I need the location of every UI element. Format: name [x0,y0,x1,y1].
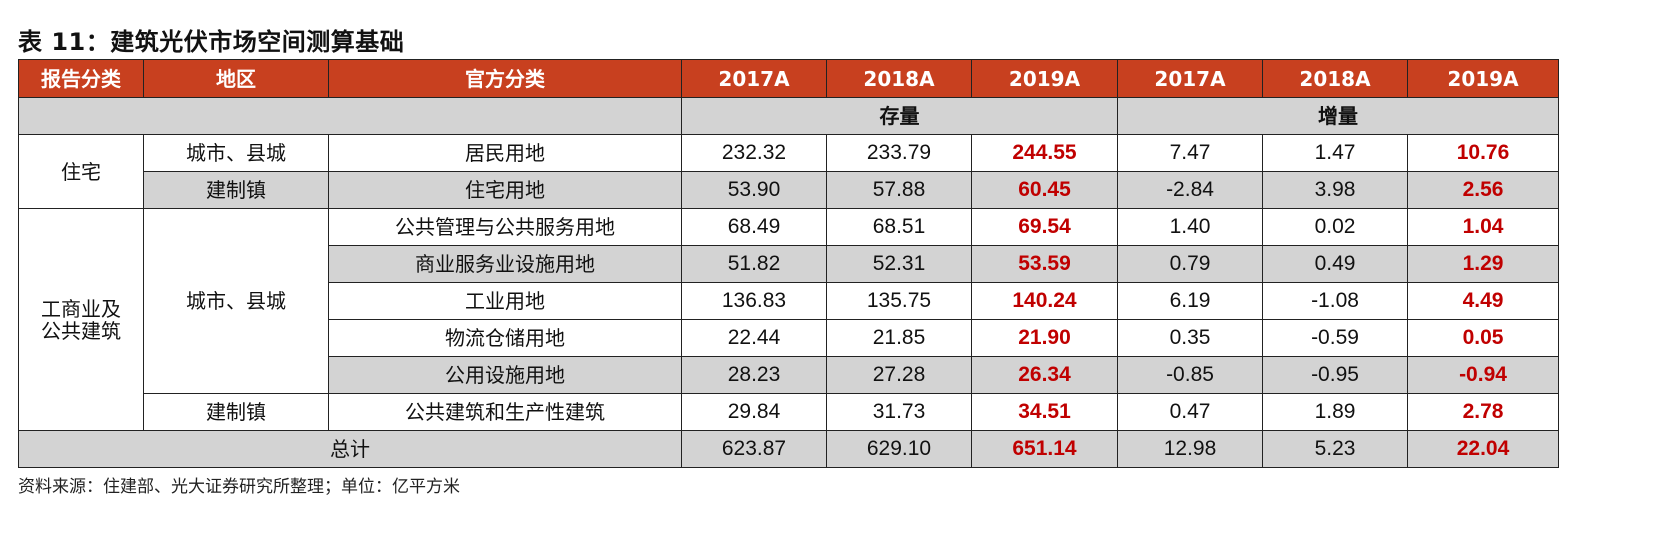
group-label-line-1: 工商业及 [41,296,121,321]
table-row: 住宅 城市、县城 居民用地 232.32 233.79 244.55 7.47 … [18,134,1559,209]
increase-2019-cell: 0.05 [1407,319,1559,357]
column-header-stock-2017: 2017A [681,59,827,98]
increase-2019-cell: 2.56 [1407,171,1559,209]
increase-2017-cell: 0.47 [1117,393,1263,431]
increase-2018-cell: 0.49 [1262,245,1408,283]
subheader-increase: 增量 [1117,97,1559,135]
increase-2019-cell: -0.94 [1407,356,1559,394]
total-stock-2017-cell: 623.87 [681,430,827,468]
category-cell: 工业用地 [328,282,682,320]
stock-2019-cell: 244.55 [971,134,1118,172]
subheader-row: 存量 增量 [18,97,1559,135]
increase-2018-cell: -0.59 [1262,319,1408,357]
table-row: 物流仓储用地 22.44 21.85 21.90 0.35 -0.59 0.05 [19,319,1559,357]
stock-2017-cell: 68.49 [681,208,827,246]
subheader-blank [18,97,682,135]
category-cell: 公用设施用地 [328,356,682,394]
increase-2017-cell: 7.47 [1117,134,1263,172]
table-row: 建制镇 公共建筑和生产性建筑 29.84 31.73 34.51 0.47 1.… [19,393,1559,431]
total-stock-2018-cell: 629.10 [826,430,972,468]
stock-2019-cell: 26.34 [971,356,1118,394]
region-cell: 建制镇 [143,393,329,431]
column-header-report-category: 报告分类 [18,59,144,98]
stock-2018-cell: 21.85 [826,319,972,357]
increase-2019-cell: 2.78 [1407,393,1559,431]
stock-2019-cell: 34.51 [971,393,1118,431]
stock-2019-cell: 69.54 [971,208,1118,246]
increase-2019-cell: 1.04 [1407,208,1559,246]
table-row: 工商业及 公共建筑 城市、县城 公共管理与公共服务用地 68.49 68.51 … [18,208,1559,431]
table-row: 商业服务业设施用地 51.82 52.31 53.59 0.79 0.49 1.… [19,245,1559,283]
stock-2018-cell: 135.75 [826,282,972,320]
stock-2017-cell: 51.82 [681,245,827,283]
total-increase-2019-cell: 22.04 [1407,430,1559,468]
increase-2019-cell: 10.76 [1407,134,1559,172]
category-cell: 物流仓储用地 [328,319,682,357]
increase-2019-cell: 4.49 [1407,282,1559,320]
increase-2018-cell: 1.89 [1262,393,1408,431]
category-cell: 公共管理与公共服务用地 [328,208,682,246]
column-header-stock-2018: 2018A [826,59,972,98]
source-note: 资料来源：住建部、光大证券研究所整理；单位：亿平方米 [18,477,460,497]
group-label-line-2: 公共建筑 [41,318,121,343]
column-header-region: 地区 [143,59,329,98]
increase-2017-cell: 1.40 [1117,208,1263,246]
increase-2017-cell: -0.85 [1117,356,1263,394]
stock-2018-cell: 233.79 [826,134,972,172]
increase-2017-cell: 6.19 [1117,282,1263,320]
group-cell-residential: 住宅 [18,134,144,209]
increase-2018-cell: 1.47 [1262,134,1408,172]
column-header-official-category: 官方分类 [328,59,682,98]
stock-2017-cell: 29.84 [681,393,827,431]
region-cell: 城市、县城 [143,134,329,172]
stock-2017-cell: 22.44 [681,319,827,357]
increase-2017-cell: -2.84 [1117,171,1263,209]
region-cell: 建制镇 [143,171,329,209]
increase-2018-cell: -0.95 [1262,356,1408,394]
stock-2017-cell: 28.23 [681,356,827,394]
column-header-increase-2019: 2019A [1407,59,1559,98]
total-label: 总计 [18,430,682,468]
stock-2017-cell: 53.90 [681,171,827,209]
region-cell: 城市、县城 [143,208,329,394]
category-cell: 住宅用地 [328,171,682,209]
table-row: 工业用地 136.83 135.75 140.24 6.19 -1.08 4.4… [19,282,1559,320]
stock-2019-cell: 21.90 [971,319,1118,357]
stock-2017-cell: 136.83 [681,282,827,320]
header-row: 报告分类 地区 官方分类 2017A 2018A 2019A 2017A 201… [18,59,1559,98]
subheader-stock: 存量 [681,97,1118,135]
column-header-increase-2018: 2018A [1262,59,1408,98]
category-cell: 公共建筑和生产性建筑 [328,393,682,431]
stock-2017-cell: 232.32 [681,134,827,172]
stock-2019-cell: 60.45 [971,171,1118,209]
increase-2017-cell: 0.35 [1117,319,1263,357]
total-row: 总计 623.87 629.10 651.14 12.98 5.23 22.04 [18,430,1559,468]
category-cell: 居民用地 [328,134,682,172]
table-row: 建制镇 住宅用地 53.90 57.88 60.45 -2.84 3.98 2.… [19,171,1559,209]
total-increase-2017-cell: 12.98 [1117,430,1263,468]
stock-2019-cell: 53.59 [971,245,1118,283]
total-increase-2018-cell: 5.23 [1262,430,1408,468]
table-title: 表 11：建筑光伏市场空间测算基础 [18,28,405,56]
stock-2018-cell: 31.73 [826,393,972,431]
increase-2017-cell: 0.79 [1117,245,1263,283]
increase-2018-cell: 0.02 [1262,208,1408,246]
stock-2018-cell: 27.28 [826,356,972,394]
stock-2018-cell: 57.88 [826,171,972,209]
column-header-stock-2019: 2019A [971,59,1118,98]
column-header-increase-2017: 2017A [1117,59,1263,98]
increase-2018-cell: 3.98 [1262,171,1408,209]
data-table: 报告分类 地区 官方分类 2017A 2018A 2019A 2017A 201… [18,59,1559,468]
total-stock-2019-cell: 651.14 [971,430,1118,468]
stock-2019-cell: 140.24 [971,282,1118,320]
group-cell-commercial: 工商业及 公共建筑 [18,208,144,431]
stock-2018-cell: 68.51 [826,208,972,246]
increase-2019-cell: 1.29 [1407,245,1559,283]
stock-2018-cell: 52.31 [826,245,972,283]
increase-2018-cell: -1.08 [1262,282,1408,320]
category-cell: 商业服务业设施用地 [328,245,682,283]
